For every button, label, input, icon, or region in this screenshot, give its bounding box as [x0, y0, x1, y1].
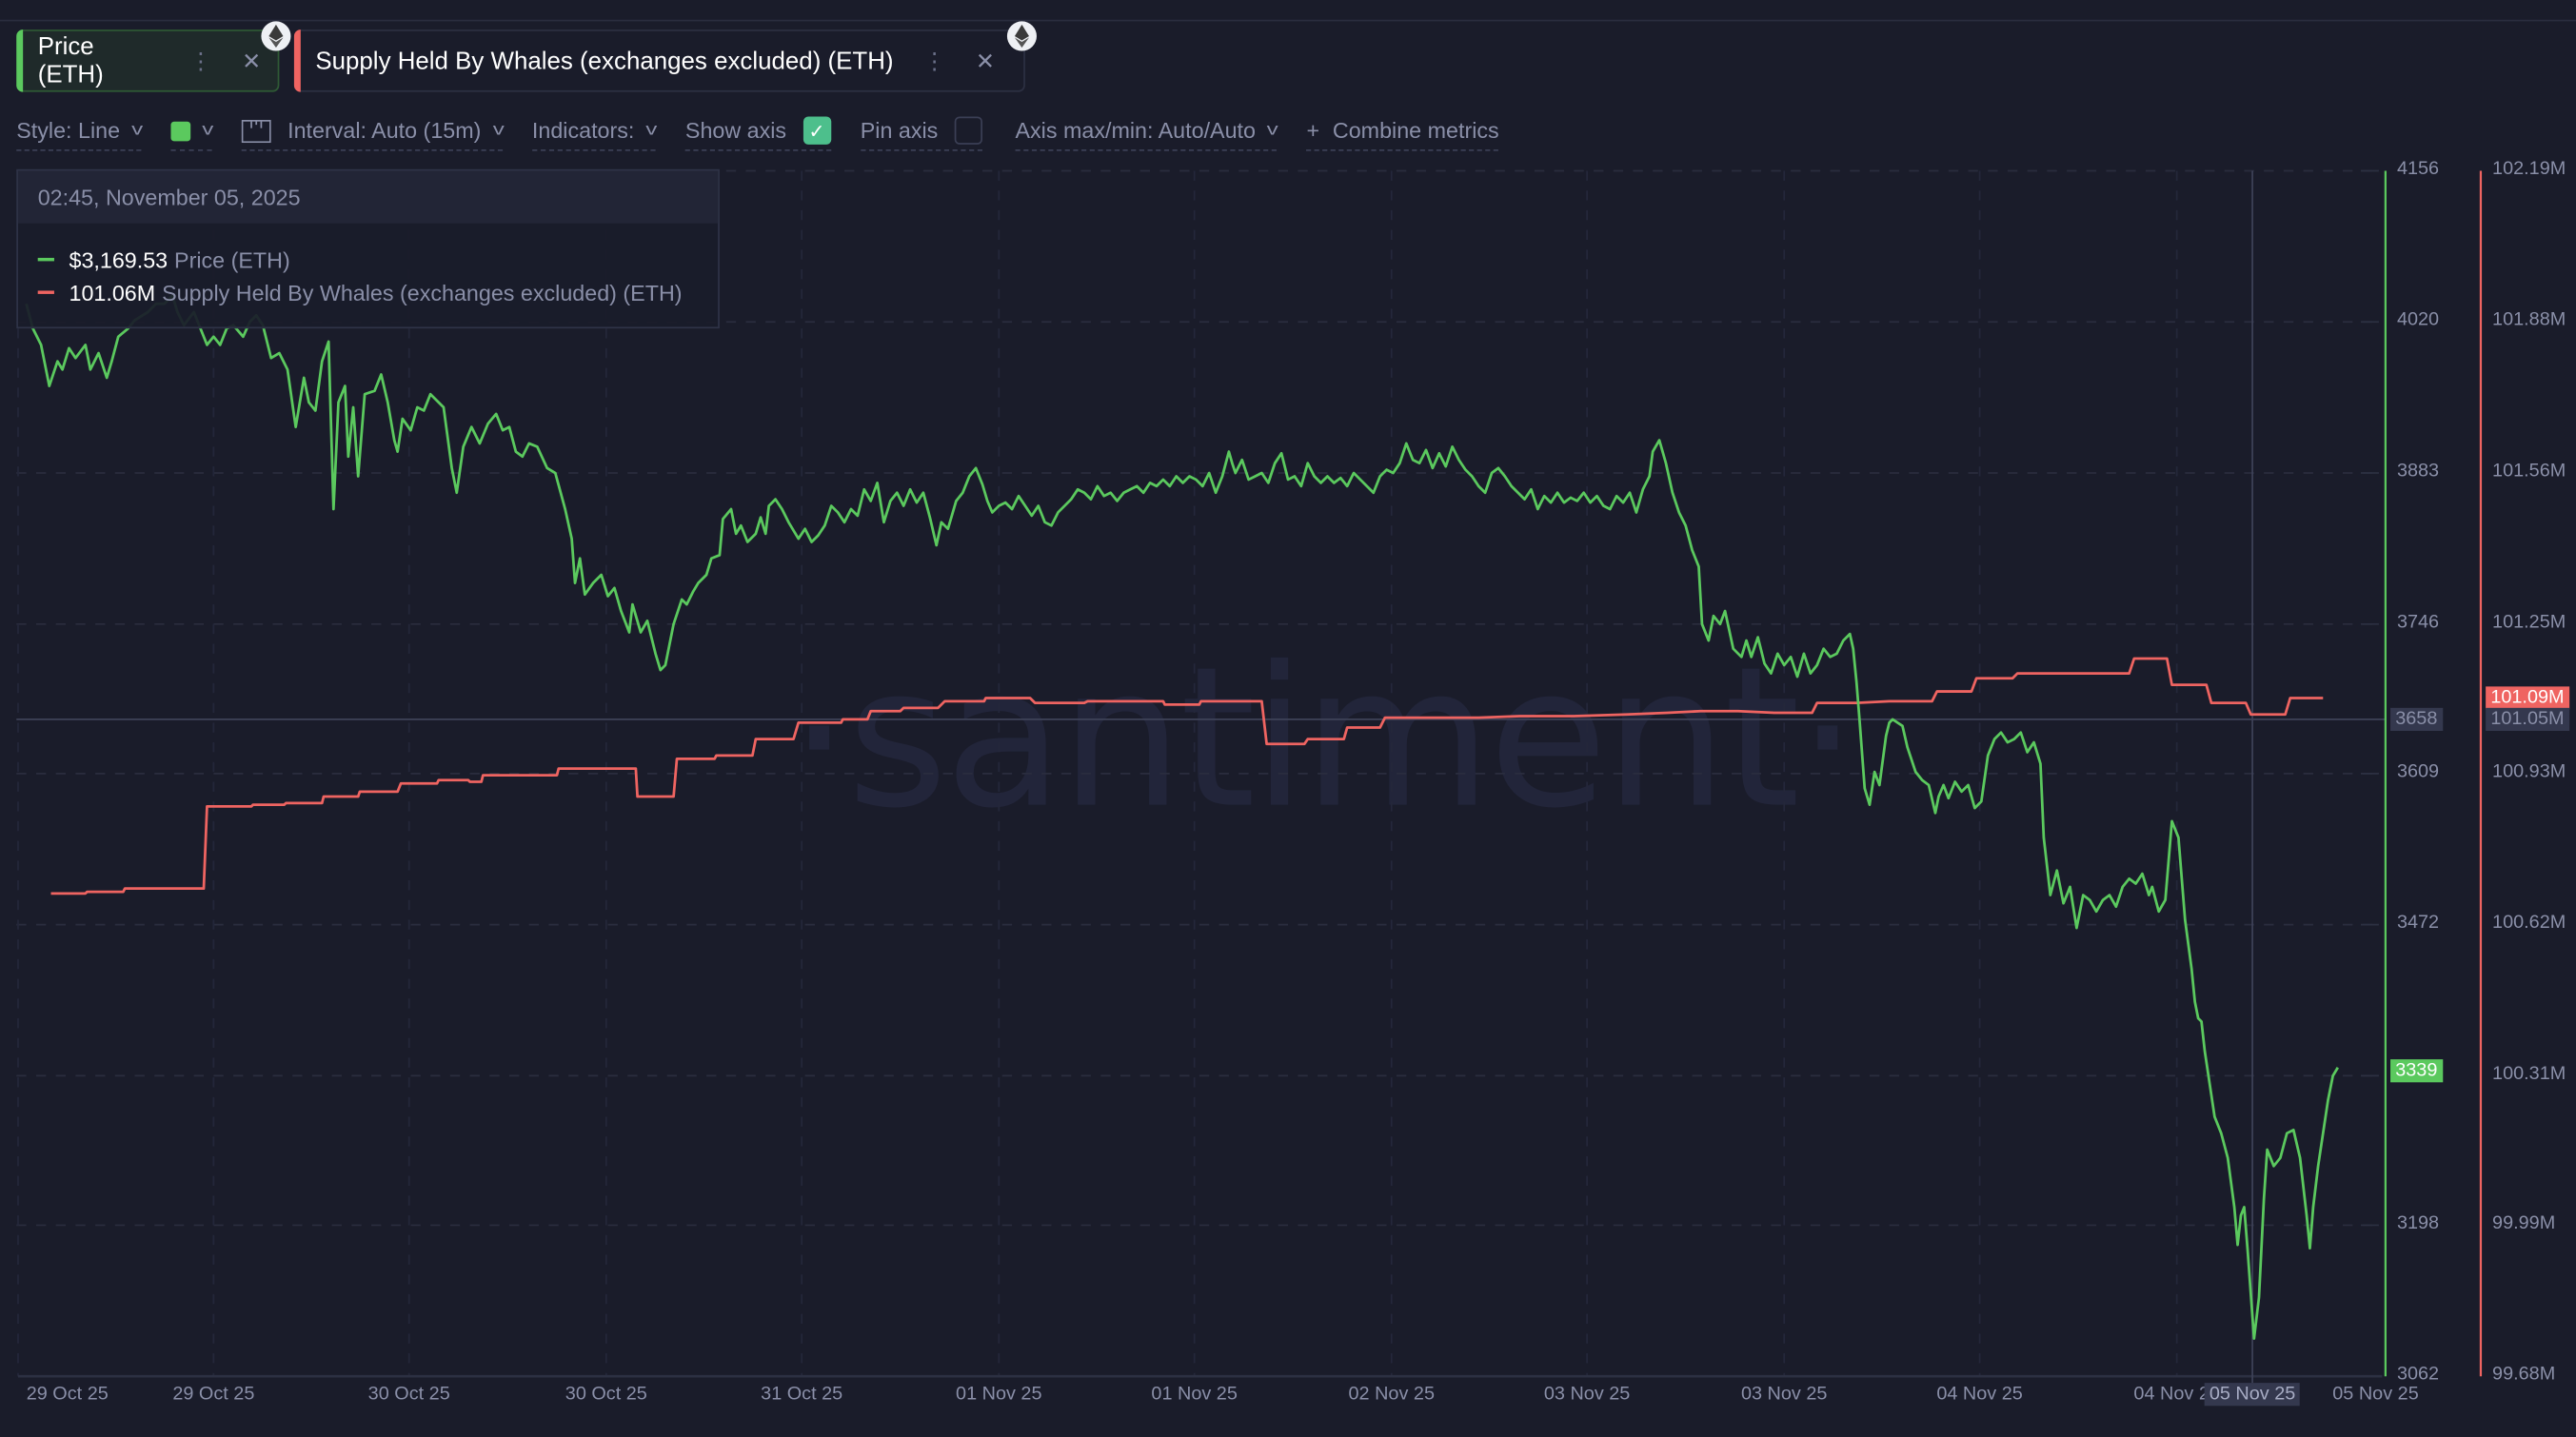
supply-tick: 100.93M	[2492, 761, 2566, 782]
price-tick: 3609	[2396, 761, 2440, 782]
tooltip-row-supply: 101.06M Supply Held By Whales (exchanges…	[18, 276, 718, 309]
style-dropdown[interactable]: Style: Line v	[16, 112, 144, 150]
x-tick: 05 Nov 25	[2332, 1384, 2419, 1405]
price-eth-line	[25, 294, 2339, 1340]
price-crosshair-tag: 3658	[2390, 707, 2443, 731]
x-tick: 30 Oct 25	[565, 1384, 647, 1405]
supply-whales-line	[50, 657, 2324, 896]
supply-crosshair-tag: 101.05M	[2486, 707, 2569, 731]
price-tick: 3746	[2396, 612, 2440, 633]
price-tick: 4156	[2396, 159, 2440, 180]
chevron-down-icon: v	[1267, 121, 1279, 140]
tab-supply-whales[interactable]: Supply Held By Whales (exchanges exclude…	[293, 21, 1037, 92]
supply-tick: 101.88M	[2492, 310, 2566, 330]
axis-maxmin-dropdown[interactable]: Axis max/min: Auto/Auto v	[1015, 112, 1279, 150]
horizontal-gridlines	[16, 169, 2383, 1227]
price-tick: 3198	[2396, 1213, 2440, 1234]
x-tick: 01 Nov 25	[956, 1384, 1042, 1405]
tooltip-series-name: Supply Held By Whales (exchanges exclude…	[162, 280, 683, 305]
axis-maxmin-label: Axis max/min: Auto/Auto	[1015, 118, 1256, 144]
metric-toolbar: Style: Line v v Interval: Auto (15m) v I…	[16, 111, 1528, 150]
price-tick: 3883	[2396, 461, 2440, 482]
tooltip-row-price: $3,169.53 Price (ETH)	[18, 243, 718, 276]
supply-tick: 100.62M	[2492, 913, 2566, 934]
indicators-label: Indicators:	[531, 118, 635, 144]
x-tick: 03 Nov 25	[1740, 1384, 1828, 1405]
color-swatch	[170, 120, 191, 141]
supply-tick: 99.99M	[2492, 1213, 2556, 1234]
pin-axis-checkbox[interactable]	[954, 116, 982, 145]
supply-tick: 99.68M	[2492, 1365, 2556, 1385]
style-label: Style: Line	[16, 118, 121, 144]
tooltip-value: $3,169.53	[69, 246, 168, 272]
x-tick: 30 Oct 25	[367, 1384, 450, 1405]
crosshair-date-tag: 05 Nov 25	[2204, 1383, 2301, 1407]
chevron-down-icon: v	[131, 121, 144, 140]
price-tick: 4020	[2396, 310, 2440, 330]
combine-metrics-button[interactable]: + Combine metrics	[1306, 112, 1499, 150]
x-tick: 31 Oct 25	[761, 1384, 843, 1405]
plus-icon: +	[1306, 118, 1320, 144]
price-current-tag: 3339	[2390, 1059, 2443, 1083]
indicators-dropdown[interactable]: Indicators: v	[531, 112, 658, 150]
supply-current-tag: 101.09M	[2486, 686, 2569, 710]
supply-tick: 102.19M	[2492, 159, 2566, 180]
close-icon[interactable]: ✕	[975, 47, 996, 73]
supply-tick: 101.56M	[2492, 461, 2566, 482]
tooltip-series-name: Price (ETH)	[174, 246, 290, 272]
chevron-down-icon: v	[492, 121, 505, 140]
supply-tick: 100.31M	[2492, 1064, 2566, 1085]
pin-axis-toggle[interactable]: Pin axis	[860, 112, 982, 150]
color-picker[interactable]: v	[170, 112, 214, 150]
x-tick: 29 Oct 25	[172, 1384, 255, 1405]
series-color-marker	[37, 290, 54, 294]
santiment-watermark: ·santiment·	[788, 623, 1858, 851]
x-tick: 29 Oct 25	[26, 1384, 109, 1405]
show-axis-checkbox[interactable]: ✓	[803, 116, 831, 145]
x-tick: 01 Nov 25	[1151, 1384, 1238, 1405]
ethereum-icon	[261, 21, 291, 51]
interval-icon	[241, 119, 271, 143]
tab-price-eth[interactable]: Price (ETH) ⋮ ✕	[16, 21, 291, 92]
x-tick: 04 Nov 25	[2133, 1384, 2220, 1405]
close-icon[interactable]: ✕	[242, 47, 262, 73]
x-tick: 03 Nov 25	[1543, 1384, 1631, 1405]
hover-tooltip: 02:45, November 05, 2025 $3,169.53 Price…	[16, 168, 720, 329]
show-axis-toggle[interactable]: Show axis ✓	[684, 112, 831, 150]
vertical-dots-icon[interactable]: ⋮	[188, 47, 213, 73]
interval-label: Interval: Auto (15m)	[287, 118, 482, 144]
tab-color-bar	[293, 30, 301, 92]
top-divider	[0, 19, 2576, 22]
tooltip-datetime: 02:45, November 05, 2025	[17, 170, 719, 224]
tab-label: Supply Held By Whales (exchanges exclude…	[315, 47, 894, 75]
x-tick: 02 Nov 25	[1348, 1384, 1436, 1405]
tab-label: Price (ETH)	[37, 32, 104, 89]
price-tick: 3472	[2396, 913, 2440, 934]
combine-metrics-label: Combine metrics	[1332, 118, 1499, 144]
price-tick: 3062	[2396, 1365, 2440, 1385]
series-color-marker	[37, 257, 54, 262]
pin-axis-label: Pin axis	[860, 118, 939, 144]
show-axis-label: Show axis	[684, 118, 787, 144]
tooltip-value: 101.06M	[69, 280, 156, 305]
supply-tick: 101.25M	[2492, 612, 2566, 633]
vertical-dots-icon[interactable]: ⋮	[922, 47, 946, 73]
interval-dropdown[interactable]: Interval: Auto (15m) v	[241, 112, 505, 150]
x-tick: 04 Nov 25	[1936, 1384, 2023, 1405]
vertical-gridlines	[17, 170, 2178, 1377]
tab-color-bar	[16, 30, 24, 92]
ethereum-icon	[1006, 21, 1037, 51]
chevron-down-icon: v	[645, 121, 658, 140]
chevron-down-icon: v	[202, 121, 214, 140]
